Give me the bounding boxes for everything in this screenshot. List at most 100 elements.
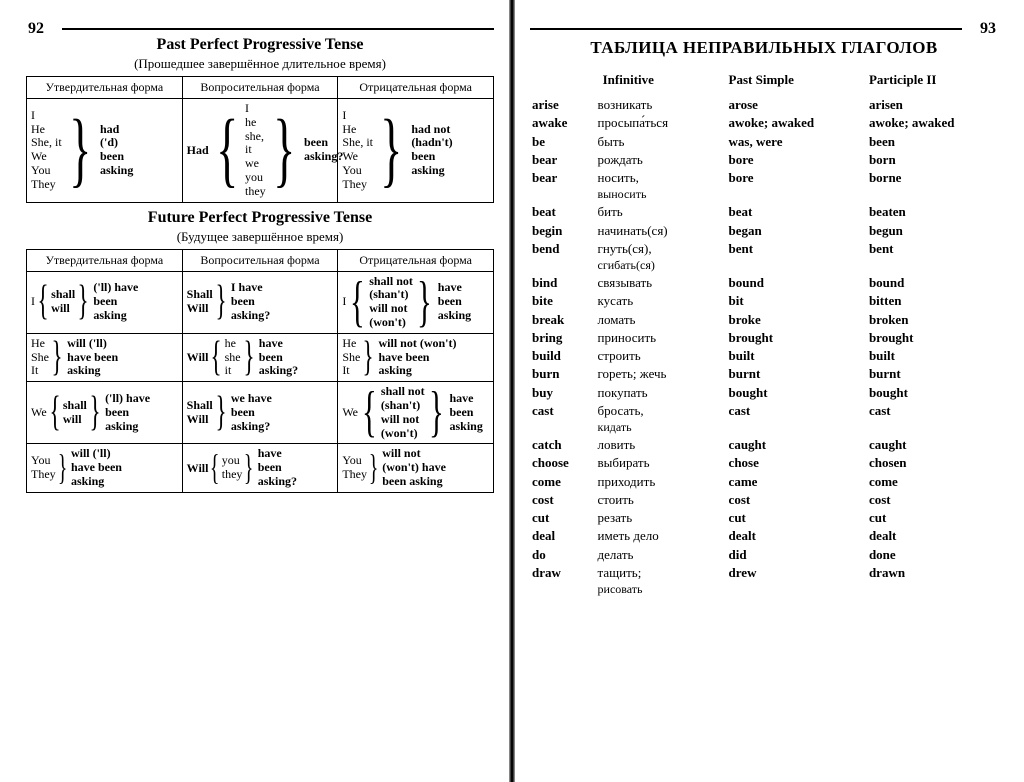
table-row: awakeпросыпа́тьсяawoke; awakedawoke; awa… <box>530 114 998 132</box>
brace-icon: } <box>369 455 379 480</box>
verb-past-simple: broke <box>727 311 867 329</box>
verb-infinitive: bind <box>530 274 596 292</box>
verb-translation: кусать <box>596 292 727 310</box>
table-row: bendгнуть(ся),bentbent <box>530 240 998 258</box>
table-row: bearносить,boreborne <box>530 169 998 187</box>
verb-past-simple: cast <box>727 402 867 420</box>
verb-infinitive: bite <box>530 292 596 310</box>
verb-past-simple: bore <box>727 151 867 169</box>
verb-past-simple: burnt <box>727 365 867 383</box>
verb-translation-cont: кидать <box>596 420 727 436</box>
col-header-infinitive: Infinitive <box>530 68 727 96</box>
verb-translation: ловить <box>596 436 727 454</box>
brace-icon: { <box>216 121 238 180</box>
table-row: bearрождатьboreborn <box>530 151 998 169</box>
page-right: 93 ТАБЛИЦА НЕПРАВИЛЬНЫХ ГЛАГОЛОВ Infinit… <box>512 0 1024 782</box>
brace-icon: { <box>350 283 365 322</box>
verb-translation: резать <box>596 509 727 527</box>
verb-participle: caught <box>867 436 998 454</box>
past-perfect-progressive-table: Утвердительная форма Вопросительная форм… <box>26 76 494 203</box>
page-left: 92 Past Perfect Progressive Tense (Проше… <box>0 0 512 782</box>
brace-icon: } <box>78 287 89 316</box>
table-row: beatбитьbeatbeaten <box>530 203 998 221</box>
brace-icon: } <box>417 283 432 322</box>
verb-participle: drawn <box>867 564 998 582</box>
verb-translation-cont: рисовать <box>596 582 727 598</box>
verb-participle: broken <box>867 311 998 329</box>
verb-infinitive: deal <box>530 527 596 545</box>
table-row: doделатьdiddone <box>530 546 998 564</box>
table-row: I { shall will } ('ll) have been asking … <box>27 271 494 333</box>
table-row: burnгореть; жечьburntburnt <box>530 365 998 383</box>
brace-icon: } <box>380 121 402 180</box>
verb-infinitive: bear <box>530 151 596 169</box>
table-row: drawтащить;drewdrawn <box>530 564 998 582</box>
verb-translation: просыпа́ться <box>596 114 727 132</box>
verb-participle: awoke; awaked <box>867 114 998 132</box>
verb-translation: носить, <box>596 169 727 187</box>
verb-translation: гнуть(ся), <box>596 240 727 258</box>
verb-infinitive: break <box>530 311 596 329</box>
verb-infinitive: be <box>530 133 596 151</box>
table-row: cutрезатьcutcut <box>530 509 998 527</box>
verb-translation: строить <box>596 347 727 365</box>
brace-icon: { <box>49 398 60 427</box>
verb-translation: бить <box>596 203 727 221</box>
col-header-past-simple: Past Simple <box>727 68 867 96</box>
verb-infinitive: come <box>530 473 596 491</box>
col-header: Отрицательная форма <box>338 77 494 99</box>
col-header: Отрицательная форма <box>338 249 494 271</box>
brace-icon: { <box>38 287 49 316</box>
verb-participle: dealt <box>867 527 998 545</box>
verb-participle: come <box>867 473 998 491</box>
verb-infinitive: catch <box>530 436 596 454</box>
verb-past-simple: dealt <box>727 527 867 545</box>
brace-icon: } <box>244 455 254 480</box>
col-header: Утвердительная форма <box>27 77 183 99</box>
page-number-right: 93 <box>980 20 996 38</box>
page-number-left: 92 <box>28 20 44 38</box>
irregular-verbs-table: Infinitive Past Simple Participle II ari… <box>530 68 998 598</box>
verb-past-simple: bit <box>727 292 867 310</box>
brace-icon: } <box>429 393 444 432</box>
section2-subtitle: (Будущее завершённое время) <box>26 229 494 245</box>
verb-translation-cont: выносить <box>596 187 727 203</box>
section1-title: Past Perfect Progressive Tense <box>26 36 494 54</box>
brace-icon: { <box>210 455 220 480</box>
verb-infinitive: build <box>530 347 596 365</box>
verb-infinitive: bend <box>530 240 596 258</box>
verb-past-simple: brought <box>727 329 867 347</box>
verb-participle: built <box>867 347 998 365</box>
verb-translation: иметь дело <box>596 527 727 545</box>
table-row: He She It } will ('ll) have been asking … <box>27 333 494 381</box>
col-header: Утвердительная форма <box>27 249 183 271</box>
verb-translation: приходить <box>596 473 727 491</box>
irregular-verbs-title: ТАБЛИЦА НЕПРАВИЛЬНЫХ ГЛАГОЛОВ <box>530 38 998 58</box>
verb-past-simple: bought <box>727 384 867 402</box>
verb-past-simple: bent <box>727 240 867 258</box>
verb-past-simple: was, were <box>727 133 867 151</box>
verb-past-simple: did <box>727 546 867 564</box>
verb-past-simple: came <box>727 473 867 491</box>
brace-icon: { <box>211 343 222 372</box>
table-row: рисовать <box>530 582 998 598</box>
verb-past-simple: bound <box>727 274 867 292</box>
table-row: bringприноситьbroughtbrought <box>530 329 998 347</box>
table-row: кидать <box>530 420 998 436</box>
table-row: comeприходитьcamecome <box>530 473 998 491</box>
verb-translation: начинать(ся) <box>596 222 727 240</box>
brace-icon: { <box>362 393 377 432</box>
brace-icon: } <box>363 343 374 372</box>
table-row: buildстроитьbuiltbuilt <box>530 347 998 365</box>
verb-infinitive: bring <box>530 329 596 347</box>
verb-translation: бросать, <box>596 402 727 420</box>
col-header: Вопросительная форма <box>182 249 338 271</box>
verb-past-simple: cost <box>727 491 867 509</box>
header-rule-left <box>62 28 494 30</box>
table-row: beбытьwas, werebeen <box>530 133 998 151</box>
verb-infinitive: beat <box>530 203 596 221</box>
affirmative-cell: I He She, it We You They } had ('d) been… <box>27 99 183 203</box>
negative-cell: I He She, it We You They } had not (hadn… <box>338 99 494 203</box>
verb-infinitive: awake <box>530 114 596 132</box>
verb-participle: burnt <box>867 365 998 383</box>
